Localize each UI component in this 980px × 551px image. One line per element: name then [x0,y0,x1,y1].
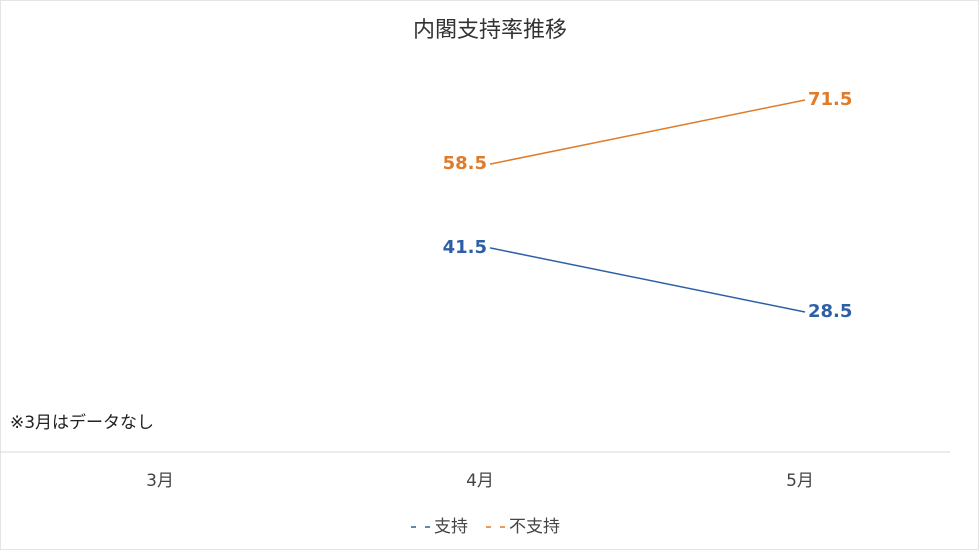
x-tick-label: 5月 [786,471,814,491]
annotation: ※3月はデータなし [10,412,154,433]
x-tick-label: 3月 [146,471,174,491]
x-tick-label: 4月 [466,471,494,491]
chart-title: 内閣支持率推移 [413,18,567,43]
data-label: 41.5 [443,237,487,258]
line-series [489,247,806,313]
data-label: 71.5 [808,89,852,110]
line-series [489,99,806,165]
data-label: 28.5 [808,301,852,322]
data-label: 58.5 [443,153,487,174]
legend-label: 支持 [434,517,468,537]
legend-label: 不支持 [509,517,560,537]
